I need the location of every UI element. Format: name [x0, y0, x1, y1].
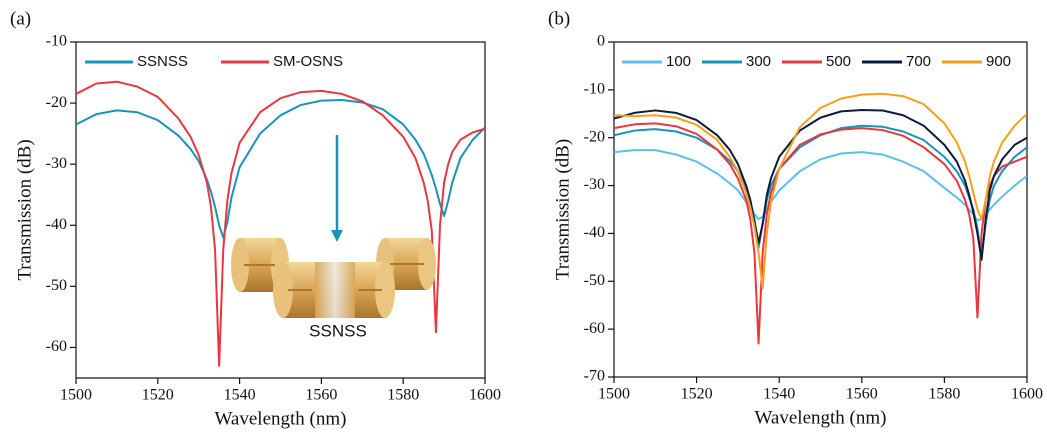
panel-label: (b): [548, 8, 570, 29]
x-tick-label: 1520: [142, 387, 174, 404]
legend-label: SSNSS: [137, 53, 188, 70]
series-line: [76, 99, 485, 239]
x-tick-label: 1600: [469, 387, 501, 404]
y-tick-label: -30: [46, 155, 67, 172]
x-axis-label: Wavelength (nm): [755, 407, 887, 428]
inset-label: SSNSS: [309, 321, 367, 340]
y-tick-label: -40: [584, 224, 605, 241]
series-line: [614, 122, 1027, 345]
x-tick-label: 1520: [681, 386, 713, 403]
series-line: [614, 108, 1027, 261]
legend-label: 700: [906, 53, 931, 70]
y-tick-label: -30: [584, 176, 605, 193]
series-line: [614, 124, 1027, 259]
y-tick-label: -20: [46, 94, 67, 111]
y-tick-label: -20: [584, 128, 605, 145]
x-axis-label: Wavelength (nm): [215, 408, 347, 429]
x-tick-label: 1560: [305, 387, 337, 404]
fiber-inset: [231, 135, 436, 318]
x-tick-label: 1580: [387, 387, 419, 404]
series-line: [76, 80, 485, 367]
x-tick-label: 1500: [60, 387, 92, 404]
x-tick-label: 1540: [763, 386, 795, 403]
y-tick-label: -50: [46, 277, 67, 294]
legend-label: 500: [826, 53, 851, 70]
y-tick-label: -50: [584, 272, 605, 289]
y-tick-label: -60: [46, 338, 67, 355]
y-tick-label: -70: [584, 368, 605, 385]
y-axis-label: Transmission (dB): [552, 139, 573, 280]
panel-label: (a): [10, 8, 31, 29]
y-tick-label: -10: [584, 81, 605, 98]
x-tick-label: 1540: [224, 387, 256, 404]
y-axis-label: Transmission (dB): [14, 139, 35, 280]
legend-label: SM-OSNS: [273, 53, 343, 70]
x-tick-label: 1500: [598, 386, 630, 403]
legend-label: 900: [986, 53, 1011, 70]
legend-label: 300: [746, 53, 771, 70]
y-tick-label: -10: [46, 33, 67, 50]
series-line: [614, 92, 1027, 290]
x-tick-label: 1600: [1011, 386, 1043, 403]
y-tick-label: 0: [597, 33, 605, 50]
plot-frame: [75, 41, 486, 379]
x-tick-label: 1560: [846, 386, 878, 403]
y-tick-label: -40: [46, 216, 67, 233]
plot-frame: [613, 41, 1028, 378]
legend-label: 100: [666, 53, 691, 70]
y-tick-label: -60: [584, 320, 605, 337]
x-tick-label: 1580: [928, 386, 960, 403]
